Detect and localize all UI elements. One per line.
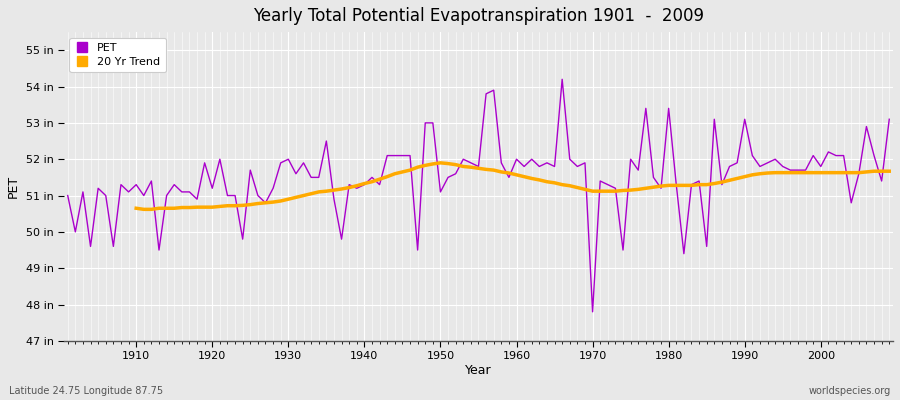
X-axis label: Year: Year <box>465 364 491 377</box>
20 Yr Trend <box>313 190 324 194</box>
Line: PET: PET <box>68 79 889 312</box>
PET <box>123 190 134 194</box>
Text: Latitude 24.75 Longitude 87.75: Latitude 24.75 Longitude 87.75 <box>9 386 163 396</box>
PET <box>337 237 347 242</box>
20 Yr Trend <box>861 170 872 174</box>
Line: 20 Yr Trend: 20 Yr Trend <box>136 163 889 209</box>
20 Yr Trend <box>884 169 895 174</box>
Text: worldspecies.org: worldspecies.org <box>809 386 891 396</box>
20 Yr Trend <box>595 189 606 194</box>
PET <box>557 77 568 82</box>
Title: Yearly Total Potential Evapotranspiration 1901  -  2009: Yearly Total Potential Evapotranspiratio… <box>253 7 704 25</box>
PET <box>617 248 628 252</box>
20 Yr Trend <box>139 207 149 212</box>
PET <box>511 157 522 162</box>
20 Yr Trend <box>435 160 446 165</box>
20 Yr Trend <box>130 206 141 211</box>
PET <box>291 171 302 176</box>
PET <box>503 175 514 180</box>
20 Yr Trend <box>534 178 544 182</box>
Legend: PET, 20 Yr Trend: PET, 20 Yr Trend <box>69 38 166 72</box>
PET <box>587 309 598 314</box>
PET <box>62 193 73 198</box>
PET <box>884 117 895 122</box>
20 Yr Trend <box>838 170 849 175</box>
20 Yr Trend <box>283 197 293 202</box>
Y-axis label: PET: PET <box>7 175 20 198</box>
